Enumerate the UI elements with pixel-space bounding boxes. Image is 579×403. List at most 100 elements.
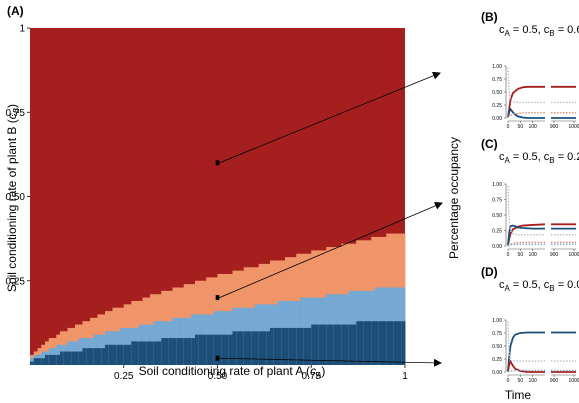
x-tick-label: 100 <box>528 124 537 130</box>
timeseries-panel-c: (C)cA = 0.5, cB = 0.2 0.00 0.25 0.50 0.75 1.0… <box>481 137 579 258</box>
region-cell <box>210 334 215 365</box>
x-tick-label: 1000 <box>568 378 579 384</box>
region-cell <box>90 348 95 365</box>
y-tick-label: 1.00 <box>492 182 502 188</box>
region-cell <box>198 334 203 365</box>
region-cell <box>105 344 110 365</box>
panel-label-a: (A) <box>7 4 24 18</box>
region-cell <box>131 341 136 365</box>
region-cell <box>97 348 102 365</box>
region-cell <box>127 344 132 365</box>
series-line <box>507 369 545 373</box>
series-line <box>507 185 545 236</box>
region-cell <box>345 324 350 365</box>
region-cell <box>281 327 286 365</box>
x-tick-label: 1 <box>402 371 408 382</box>
region-cell <box>191 338 196 365</box>
y-tick-label: 0.50 <box>492 90 502 96</box>
y-tick-label: 0.75 <box>6 108 26 119</box>
region-cell <box>217 334 222 365</box>
x-tick-label: 900 <box>550 252 559 258</box>
region-cell <box>401 321 406 365</box>
series-line <box>507 85 545 118</box>
x-tick-label: 100 <box>528 378 537 384</box>
x-tick-label: 50 <box>518 378 524 384</box>
y-tick-label: 1 <box>19 24 25 35</box>
region-cell <box>240 331 245 365</box>
region-cell <box>41 358 46 365</box>
region-cell <box>255 331 260 365</box>
region-cell <box>135 341 140 365</box>
series-line <box>507 243 545 247</box>
timeseries-panel-d: (D)cA = 0.5, cB = 0.02 0.00 0.25 0.50 0.75 1.… <box>481 265 579 384</box>
x-tick-label: 0 <box>507 252 510 258</box>
heatmap-markers <box>215 160 220 361</box>
region-cell <box>71 351 76 365</box>
region-cell <box>273 327 278 365</box>
x-axis-label: Soil conditioning rate of plant A (cA) <box>139 364 326 380</box>
region-cell <box>180 338 185 365</box>
x-tick-label: 900 <box>550 378 559 384</box>
region-cell <box>288 327 293 365</box>
region-cell <box>382 321 387 365</box>
region-cell <box>303 327 308 365</box>
heatmap-axes: 0.25 0.50 0.75 1 0.25 0.50 0.75 1 <box>6 24 409 383</box>
x-tick-label: 900 <box>550 124 559 130</box>
region-cell <box>172 338 177 365</box>
region-cell <box>153 341 158 365</box>
series-line <box>507 224 545 246</box>
region-cell <box>266 331 271 365</box>
region-cell <box>67 351 72 365</box>
y-tick-label: 0.00 <box>492 244 502 250</box>
region-cell <box>75 351 80 365</box>
region-cell <box>300 327 305 365</box>
sample-marker <box>215 355 220 361</box>
region-cell <box>318 324 323 365</box>
x-tick-label: 1000 <box>568 124 579 130</box>
y-tick-label: 1.00 <box>492 64 502 70</box>
y-tick-label: 1.00 <box>492 318 502 324</box>
heatmap-cells <box>30 28 406 365</box>
region-cell <box>251 331 256 365</box>
series-line <box>507 112 545 118</box>
region-cell <box>120 344 125 365</box>
region-cell <box>101 348 106 365</box>
region-cell <box>165 338 170 365</box>
x-tick-label: 0.25 <box>114 371 134 382</box>
series-line <box>507 321 545 362</box>
panel-title: cA = 0.5, cB = 0.2 <box>499 151 579 165</box>
region-cell <box>176 338 181 365</box>
timeseries-panel-b: (B)cA = 0.5, cB = 0.6 0.00 0.25 0.50 0.75 1.0… <box>481 10 579 130</box>
region-cell <box>367 321 372 365</box>
region-cell <box>360 321 365 365</box>
region-cell <box>315 324 320 365</box>
region-cell <box>112 344 117 365</box>
region-cell <box>326 324 331 365</box>
region-cell <box>311 324 316 365</box>
region-cell <box>52 354 57 365</box>
region-cell <box>161 338 166 365</box>
region-cell <box>78 351 83 365</box>
region-cell <box>378 321 383 365</box>
callout-arrows <box>219 71 443 367</box>
region-cell <box>138 341 143 365</box>
region-cell <box>37 358 42 365</box>
region-cell <box>56 354 61 365</box>
region-cell <box>243 331 248 365</box>
region-cell <box>82 348 87 365</box>
region-cell <box>262 331 267 365</box>
shared-y-label: Percentage occupancy <box>447 137 461 259</box>
panel-label: (C) <box>481 137 498 151</box>
region-cell <box>333 324 338 365</box>
y-tick-label: 0.00 <box>492 116 502 122</box>
region-cell <box>236 331 241 365</box>
sample-marker <box>215 295 220 301</box>
region-cell <box>337 324 342 365</box>
region-cell <box>168 338 173 365</box>
region-cell <box>150 341 155 365</box>
region-cell <box>356 321 361 365</box>
region-cell <box>393 321 398 365</box>
region-cell <box>397 321 402 365</box>
region-cell <box>187 338 192 365</box>
